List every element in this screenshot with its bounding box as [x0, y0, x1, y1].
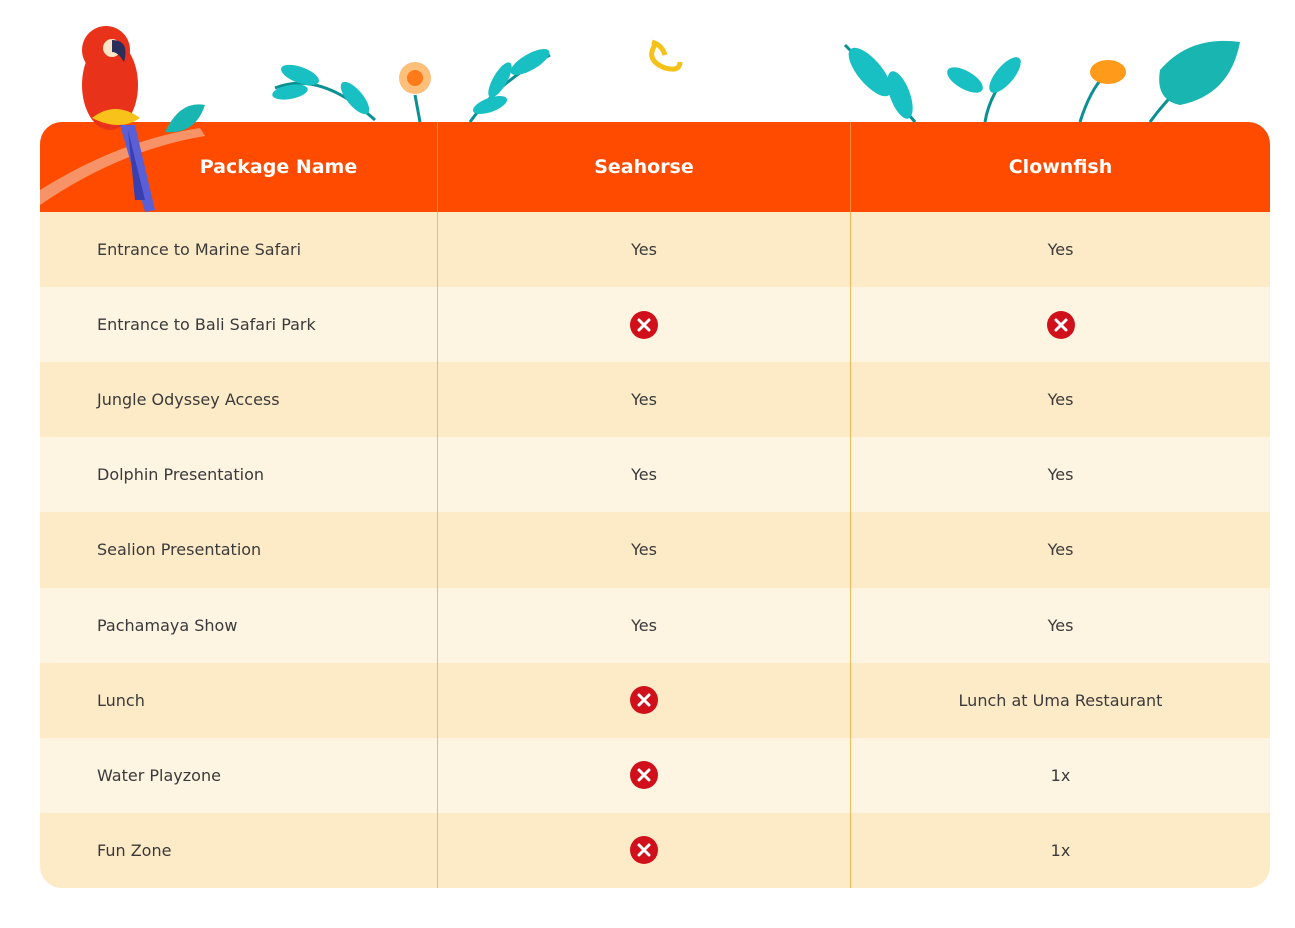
table-cell: Yes: [437, 212, 850, 288]
table-cell: Water Playzone: [97, 765, 221, 785]
table-cell: Dolphin Presentation: [97, 465, 265, 485]
table-cell: Yes: [437, 587, 850, 663]
table-cell: Entrance to Bali Safari Park: [97, 315, 316, 335]
table-cell: Yes: [850, 437, 1270, 513]
table-cell: Yes: [437, 437, 850, 513]
table-cell: Lunch: [97, 690, 145, 710]
decoration: [40, 26, 1240, 212]
table-cell: 1x: [850, 737, 1270, 813]
table-cell: Yes: [437, 512, 850, 588]
table-row: Dolphin Presentation Yes Yes: [40, 437, 1270, 513]
table-row: Pachamaya Show Yes Yes: [40, 587, 1270, 663]
table-row: Fun Zone 1x: [40, 812, 1270, 888]
header-cell: Package Name: [199, 156, 358, 178]
table-row: Sealion Presentation Yes Yes: [40, 512, 1270, 588]
no-icon: [1046, 310, 1075, 339]
table-cell: [850, 287, 1270, 363]
table-cell: Sealion Presentation: [97, 540, 262, 560]
table-cell: Yes: [850, 512, 1270, 588]
table-cell: [437, 812, 850, 888]
table-cell: Jungle Odyssey Access: [97, 390, 280, 410]
no-icon: [630, 686, 658, 715]
no-icon: [630, 310, 658, 339]
package-table: Package Name Seahorse Clownfish Entrance…: [40, 122, 1270, 888]
table-row: Lunch Lunch at Uma Restaurant: [40, 662, 1270, 738]
table-cell: Lunch at Uma Restaurant: [850, 662, 1270, 738]
table-cell: [437, 287, 850, 363]
header-row: Package Name Seahorse Clownfish: [40, 122, 1270, 212]
header-cell: Seahorse: [437, 122, 850, 212]
table-cell: [437, 662, 850, 738]
header-cell: Clownfish: [850, 122, 1270, 212]
no-icon: [630, 836, 658, 865]
table-row: Entrance to Marine Safari Yes Yes: [40, 212, 1270, 288]
table-cell: Yes: [437, 362, 850, 438]
table-cell: Pachamaya Show: [97, 615, 238, 635]
table-row: Water Playzone 1x: [40, 737, 1270, 813]
table-cell: 1x: [850, 812, 1270, 888]
table-cell: Entrance to Marine Safari: [97, 240, 302, 260]
table-cell: Fun Zone: [97, 840, 172, 860]
table-row: Jungle Odyssey Access Yes Yes: [40, 362, 1270, 438]
table-cell: Yes: [850, 212, 1270, 288]
table-cell: [437, 737, 850, 813]
table-cell: Yes: [850, 587, 1270, 663]
no-icon: [630, 761, 658, 790]
table-cell: Yes: [850, 362, 1270, 438]
table-row: Entrance to Bali Safari Park: [40, 287, 1270, 363]
